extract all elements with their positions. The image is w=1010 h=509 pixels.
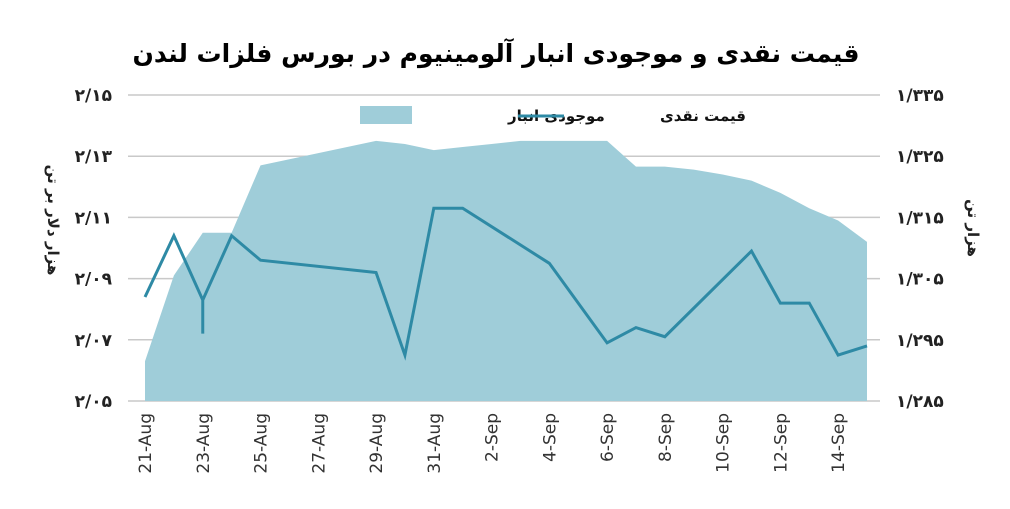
legend: موجودی انبار قیمت نقدی <box>360 106 746 125</box>
y-tick-left-label: ۲/۱۳ <box>75 147 113 167</box>
x-axis: 21-Aug 23-Aug 25-Aug 27-Aug 29-Aug 31-Aug 2-Se… <box>136 413 849 474</box>
y-tick-right-label: ۱/۲۸۵ <box>896 392 944 412</box>
x-tick-label: 23-Aug <box>194 413 214 474</box>
x-tick-label: 12-Sep <box>771 413 791 473</box>
y-tick-right-label: ۱/۳۱۵ <box>896 208 944 228</box>
x-tick-label: 8-Sep <box>656 413 676 462</box>
x-tick-label: 4-Sep <box>540 413 560 462</box>
y-axis-left: ۲/۰۵ ۲/۰۷ ۲/۰۹ ۲/۱۱ ۲/۱۳ ۲/۱۵ <box>75 86 113 412</box>
chart-title: قیمت نقدی و موجودی انبار آلومینیوم در بو… <box>132 38 859 69</box>
legend-area-swatch <box>360 106 412 124</box>
x-tick-label: 31-Aug <box>425 413 445 474</box>
x-tick-label: 29-Aug <box>367 413 387 474</box>
y-tick-left-label: ۲/۱۵ <box>75 86 112 106</box>
y-axis-right-label: هزار تن <box>964 199 982 257</box>
x-tick-label: 27-Aug <box>309 413 329 474</box>
x-tick-label: 6-Sep <box>598 413 618 462</box>
y-tick-right-label: ۱/۳۰۵ <box>896 270 944 290</box>
y-tick-right-label: ۱/۳۲۵ <box>896 147 944 167</box>
y-tick-right-label: ۱/۲۹۵ <box>896 331 944 351</box>
y-tick-left-label: ۲/۰۵ <box>75 392 112 412</box>
y-tick-left-label: ۲/۱۱ <box>75 208 112 228</box>
x-tick-label: 10-Sep <box>714 413 734 473</box>
series-area-inventory <box>145 140 867 401</box>
y-tick-left-label: ۲/۰۷ <box>75 331 113 351</box>
series-line-spot-price <box>143 206 868 361</box>
x-tick-label: 14-Sep <box>829 413 849 473</box>
y-tick-right-label: ۱/۳۳۵ <box>896 86 944 106</box>
y-axis-right: ۱/۲۸۵ ۱/۲۹۵ ۱/۳۰۵ ۱/۳۱۵ ۱/۳۲۵ ۱/۳۳۵ <box>896 86 944 412</box>
legend-line-label: قیمت نقدی <box>660 107 746 125</box>
x-tick-label: 2-Sep <box>483 413 503 462</box>
y-tick-left-label: ۲/۰۹ <box>75 270 113 290</box>
line-layer <box>143 206 868 361</box>
x-tick-label: 25-Aug <box>252 413 272 474</box>
y-axis-left-label: هزار دلار بر تن <box>44 165 62 276</box>
area-layer <box>145 140 867 401</box>
x-tick-label: 21-Aug <box>136 413 156 474</box>
